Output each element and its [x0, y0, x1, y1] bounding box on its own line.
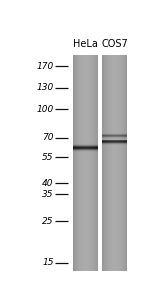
- Bar: [122, 55, 123, 274]
- Bar: [123, 55, 124, 274]
- Text: 70: 70: [42, 134, 54, 142]
- Bar: [90, 55, 91, 274]
- Bar: [117, 55, 118, 274]
- Bar: [116, 55, 117, 274]
- Bar: [122, 55, 123, 274]
- Bar: [113, 55, 114, 274]
- Bar: [97, 55, 98, 274]
- Text: 15: 15: [42, 258, 54, 267]
- Bar: [87, 55, 88, 274]
- Bar: [120, 55, 121, 274]
- Bar: [91, 55, 92, 274]
- Bar: [102, 55, 103, 274]
- Bar: [80, 55, 81, 274]
- Bar: [119, 55, 120, 274]
- Text: HeLa: HeLa: [73, 39, 98, 49]
- Bar: [115, 55, 116, 274]
- Bar: [83, 55, 84, 274]
- Text: 130: 130: [36, 83, 54, 92]
- Bar: [126, 55, 127, 274]
- Text: 55: 55: [42, 153, 54, 162]
- Bar: [93, 55, 94, 274]
- Bar: [109, 55, 110, 274]
- Bar: [126, 55, 127, 274]
- Bar: [112, 55, 113, 274]
- Bar: [106, 55, 107, 274]
- Bar: [105, 55, 106, 274]
- Bar: [75, 55, 76, 274]
- Text: 25: 25: [42, 217, 54, 226]
- Text: COS7: COS7: [101, 39, 128, 49]
- Bar: [108, 55, 109, 274]
- Bar: [82, 55, 83, 274]
- Bar: [77, 55, 78, 274]
- Bar: [121, 55, 122, 274]
- Bar: [86, 55, 87, 274]
- Bar: [92, 55, 93, 274]
- Bar: [117, 55, 118, 274]
- Bar: [79, 55, 80, 274]
- Bar: [124, 55, 125, 274]
- Text: 100: 100: [36, 105, 54, 113]
- Bar: [78, 55, 79, 274]
- Bar: [96, 55, 97, 274]
- Bar: [103, 55, 104, 274]
- Bar: [106, 55, 107, 274]
- Text: 40: 40: [42, 179, 54, 188]
- Bar: [89, 55, 90, 274]
- Bar: [86, 55, 87, 274]
- Bar: [81, 55, 82, 274]
- Bar: [107, 55, 108, 274]
- Bar: [76, 55, 77, 274]
- Bar: [125, 55, 126, 274]
- Bar: [75, 55, 76, 274]
- Bar: [94, 55, 95, 274]
- Bar: [85, 55, 86, 274]
- Bar: [97, 55, 98, 274]
- Text: 35: 35: [42, 190, 54, 199]
- Bar: [113, 55, 114, 274]
- Bar: [90, 55, 91, 274]
- Bar: [84, 55, 85, 274]
- Bar: [111, 55, 112, 274]
- Text: 170: 170: [36, 62, 54, 70]
- Bar: [110, 55, 111, 274]
- Bar: [88, 55, 89, 274]
- Bar: [94, 55, 95, 274]
- Bar: [74, 55, 75, 274]
- Bar: [73, 55, 74, 274]
- Bar: [77, 55, 78, 274]
- Bar: [104, 55, 105, 274]
- Bar: [95, 55, 96, 274]
- Bar: [114, 55, 115, 274]
- Bar: [118, 55, 119, 274]
